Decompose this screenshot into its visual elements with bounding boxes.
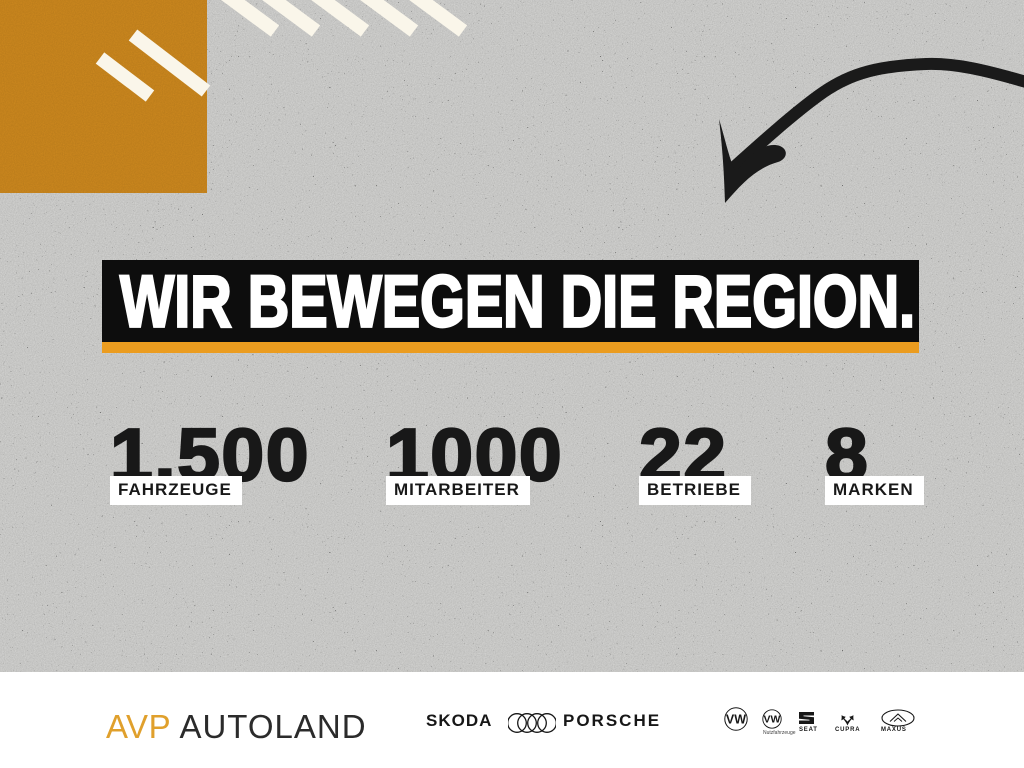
svg-text:PORSCHE: PORSCHE (563, 711, 661, 730)
svg-text:VW: VW (726, 713, 746, 727)
svg-text:SKODA: SKODA (426, 711, 492, 730)
svg-text:VW: VW (764, 714, 781, 726)
